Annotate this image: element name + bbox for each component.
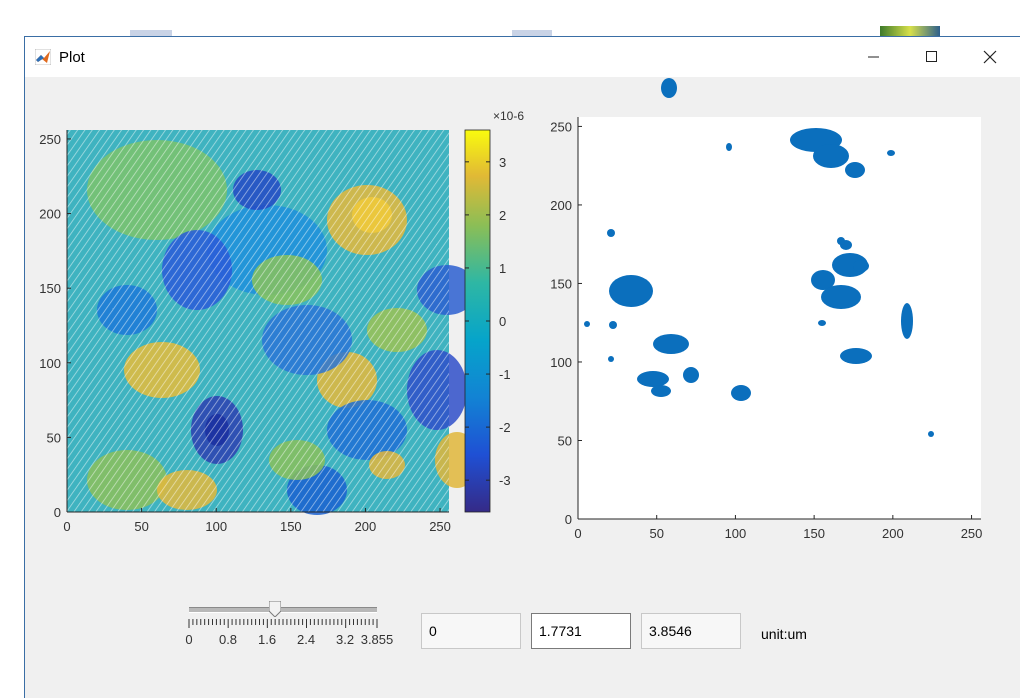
contour-x-ticks: 0 50 100 150 200 250 (63, 508, 451, 534)
maximize-button[interactable] (903, 37, 961, 77)
title-bar[interactable]: Plot (25, 37, 1020, 77)
mask-region (683, 367, 699, 383)
colorbar-tick-label: -1 (499, 367, 511, 382)
mask-region (607, 229, 615, 237)
threshold-slider[interactable] (189, 597, 379, 627)
minimize-icon (868, 56, 879, 58)
mask-region (731, 385, 751, 401)
x-tick-label: 0 (574, 526, 581, 541)
x-tick-label: 250 (961, 526, 983, 541)
slider-tick-label: 3.855 (361, 632, 394, 647)
x-tick-label: 100 (205, 519, 227, 534)
current-value-field[interactable]: 1.7731 (531, 613, 631, 649)
desktop-item (512, 30, 552, 36)
mask-region (818, 320, 826, 326)
mask-x-ticks: 0 50 100 150 200 250 (574, 515, 982, 541)
slider-ticks: 0 0.8 1.6 2.4 3.2 3.855 (185, 619, 394, 647)
y-tick-label: 50 (47, 430, 61, 445)
mask-region (726, 143, 732, 151)
close-icon (983, 50, 997, 64)
desktop-item (130, 30, 172, 36)
y-tick-label: 100 (550, 355, 572, 370)
mask-region (661, 78, 677, 98)
slider-tick-label: 3.2 (336, 632, 354, 647)
x-tick-label: 0 (63, 519, 70, 534)
x-tick-label: 150 (803, 526, 825, 541)
mask-region (584, 321, 590, 327)
y-tick-label: 250 (550, 119, 572, 134)
x-tick-label: 250 (429, 519, 451, 534)
mask-region (608, 356, 614, 362)
max-value-field[interactable]: 3.8546 (641, 613, 741, 649)
mask-region (887, 150, 895, 156)
y-tick-label: 0 (565, 512, 572, 527)
slider-track[interactable] (189, 607, 377, 613)
mask-region (813, 144, 849, 168)
mask-region (901, 303, 913, 339)
colorbar-ticks: 3 2 1 0 -1 -2 -3 (465, 155, 511, 488)
mask-regions (584, 78, 934, 437)
slider-tick-label: 2.4 (297, 632, 315, 647)
contour-plot: 0 50 100 150 200 250 0 50 100 150 200 250 (39, 130, 479, 534)
colorbar-tick-label: -3 (499, 473, 511, 488)
mask-region (651, 385, 671, 397)
slider-tick-label: 1.6 (258, 632, 276, 647)
mask-region (837, 237, 845, 245)
contour-y-ticks: 0 50 100 150 200 250 (39, 132, 71, 520)
x-tick-label: 50 (134, 519, 148, 534)
slider-tick-label: 0.8 (219, 632, 237, 647)
colorbar-tick-label: 1 (499, 261, 506, 276)
matlab-icon (35, 49, 51, 65)
y-tick-label: 50 (558, 433, 572, 448)
slider-thumb[interactable] (269, 601, 282, 617)
mask-region (637, 371, 669, 387)
y-tick-label: 200 (550, 198, 572, 213)
desktop-background (0, 0, 1020, 36)
mask-plot: 0 50 100 150 200 250 0 50 100 150 200 250 (550, 78, 982, 541)
y-tick-label: 200 (39, 207, 61, 222)
mask-region (840, 348, 872, 364)
y-tick-label: 0 (54, 505, 61, 520)
slider-tick-label: 0 (185, 632, 192, 647)
x-tick-label: 150 (280, 519, 302, 534)
mask-region (853, 260, 869, 272)
colorbar-tick-label: 2 (499, 208, 506, 223)
mask-y-ticks: 0 50 100 150 200 250 (550, 119, 582, 527)
plot-window: Plot (24, 36, 1020, 698)
colorbar-tick-label: 3 (499, 155, 506, 170)
y-tick-label: 150 (39, 281, 61, 296)
mask-region (653, 334, 689, 354)
colorbar-tick-label: 0 (499, 314, 506, 329)
x-tick-label: 200 (882, 526, 904, 541)
contour-line-texture (67, 130, 449, 512)
mask-region (609, 321, 617, 329)
mask-region (845, 162, 865, 178)
close-button[interactable] (961, 37, 1019, 77)
mask-region (811, 270, 835, 290)
x-tick-label: 50 (649, 526, 663, 541)
x-tick-label: 200 (355, 519, 377, 534)
mask-region (928, 431, 934, 437)
colorbar: ×10-6 3 2 1 0 -1 -2 -3 (464, 109, 524, 513)
y-tick-label: 100 (39, 356, 61, 371)
min-value-field[interactable]: 0 (421, 613, 521, 649)
mask-axes-background (578, 117, 981, 519)
mask-region (609, 275, 653, 307)
y-tick-label: 250 (39, 132, 61, 147)
colorbar-exponent: ×10-6 (493, 109, 524, 123)
unit-label: unit:um (761, 626, 807, 642)
x-tick-label: 100 (725, 526, 747, 541)
colorbar-tick-label: -2 (499, 420, 511, 435)
mask-region (821, 285, 861, 309)
desktop-wallpaper (880, 26, 940, 36)
maximize-icon (926, 51, 937, 62)
y-tick-label: 150 (550, 276, 572, 291)
window-title: Plot (59, 49, 85, 66)
minimize-button[interactable] (845, 37, 903, 77)
